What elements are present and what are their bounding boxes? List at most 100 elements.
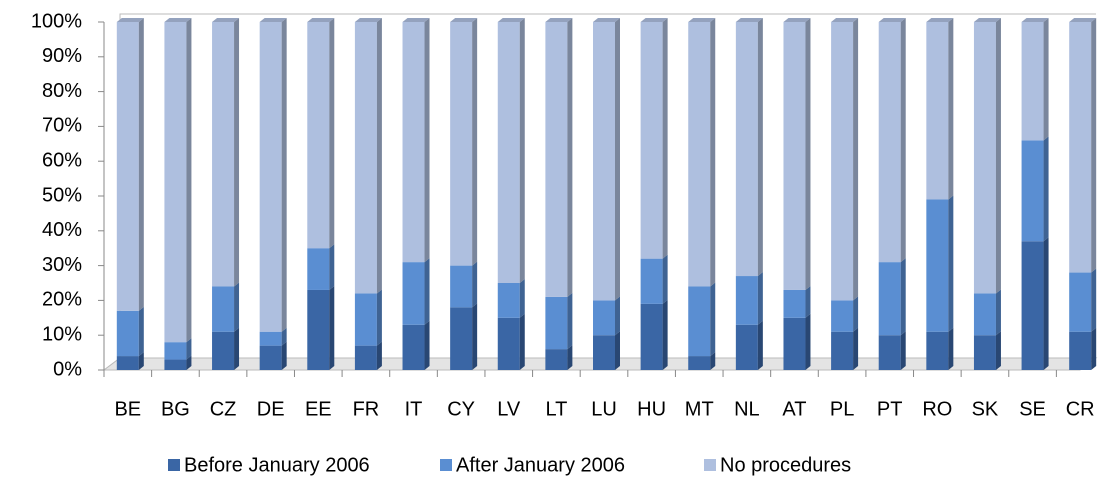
bar-side [853,327,859,370]
bar-side [948,327,954,370]
bar-side [853,296,859,332]
bar-side [615,296,620,336]
bar-side [662,18,668,259]
bar-segment [1021,22,1044,141]
bar-top [450,18,478,22]
x-tick-label: CY [447,398,475,420]
bar-segment [831,22,854,301]
bar-segment [545,296,568,350]
bar-segment [116,356,139,370]
bar-side [186,355,192,370]
bar-side [853,18,859,301]
x-tick-label: BE [114,398,141,420]
bar-side [805,18,811,290]
bar-side [281,18,287,332]
bar-segment [354,293,377,346]
bar-top [545,18,573,22]
bar-segment [735,324,758,370]
bar-top [973,18,1001,22]
bar-side [662,299,668,370]
bar-side [900,258,906,336]
y-tick-label: 80% [42,80,82,102]
bar-segment [1021,241,1044,370]
bar-side [1091,18,1097,273]
bar-segment [259,331,282,346]
bar-segment [212,331,235,370]
bar-segment [735,22,758,277]
bar-top [593,18,620,22]
bar-segment [497,283,520,318]
bar-side [710,352,716,370]
bar-segment [1069,22,1092,273]
x-tick-label: LT [545,398,567,420]
bar-side [376,341,382,370]
bar-side [186,18,192,343]
bar-side [567,18,573,297]
y-tick-label: 100% [31,10,82,32]
bar-top [735,18,763,22]
bar-side [519,18,525,283]
bar-segment [307,248,330,290]
bar-segment [545,22,568,297]
bar-side [615,18,620,301]
bar-segment [688,286,711,357]
bar-side [472,261,478,308]
bar-segment [640,22,663,259]
bar-segment [450,307,473,370]
legend-label: After January 2006 [456,454,625,476]
y-tick-label: 60% [42,149,82,171]
bar-side [567,345,573,370]
legend-swatch [704,459,716,471]
bar-top [688,18,716,22]
bar-side [662,254,668,304]
bar-segment [545,349,568,370]
legend-label: Before January 2006 [184,454,370,476]
bar-side [519,279,525,318]
bar-side [281,341,287,370]
bar-side [1043,18,1049,141]
bar-top [212,18,240,22]
bar-segment [450,265,473,308]
x-tick-label: AT [782,398,806,420]
bar-segment [688,22,711,287]
bar-segment [831,300,854,332]
x-tick-label: FR [353,398,380,420]
bar-segment [259,345,282,370]
bar-segment [593,22,615,301]
bar-segment [878,262,901,336]
x-tick-label: RO [922,398,952,420]
bar-side [329,244,335,290]
y-tick-label: 40% [42,219,82,241]
bar-segment [593,335,615,370]
bar-side [376,289,382,346]
bar-top [1069,18,1097,22]
x-tick-label: SE [1019,398,1046,420]
bar-side [995,18,1001,294]
x-tick-label: CR [1066,398,1095,420]
bar-segment [926,199,949,332]
bar-side [1043,136,1049,242]
bar-segment [116,22,139,311]
bar-side [805,313,811,370]
bar-segment [973,293,996,336]
y-tick-label: 90% [42,45,82,67]
bar-segment [164,359,187,370]
bar-segment [783,22,806,290]
bar-side [138,306,144,357]
bar-side [757,18,763,277]
bar-top [354,18,382,22]
bar-segment [926,331,949,370]
bar-segment [688,356,711,370]
x-tick-label: PT [877,398,903,420]
x-tick-label: LU [591,398,617,420]
bar-top [402,18,430,22]
bar-side [995,331,1001,370]
bar-side [1043,237,1049,370]
bar-side [329,285,335,370]
bar-side [424,320,430,370]
y-tick-label: 10% [42,323,82,345]
bar-segment [450,22,473,266]
x-tick-label: SK [972,398,999,420]
bar-side [138,18,144,311]
